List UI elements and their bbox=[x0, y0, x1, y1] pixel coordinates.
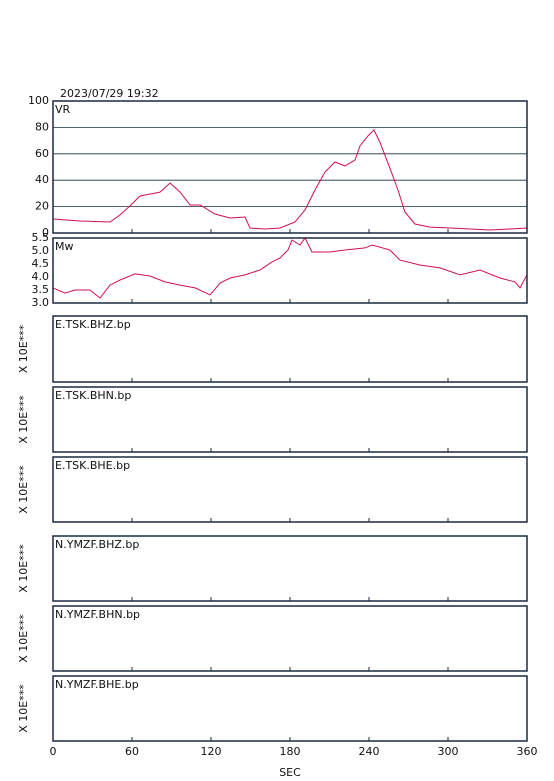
x-axis-label: SEC bbox=[279, 766, 301, 779]
panel-label: E.TSK.BHZ.bp bbox=[55, 318, 131, 331]
x-tick-label: 60 bbox=[125, 745, 139, 758]
y-tick-label: 5.0 bbox=[32, 244, 50, 257]
series-line bbox=[52, 129, 528, 231]
y-tick-label: 60 bbox=[35, 147, 49, 160]
panel-frame bbox=[52, 237, 528, 304]
x-tick-label: 300 bbox=[438, 745, 459, 758]
series-line bbox=[52, 237, 528, 299]
y-tick-label: 4.5 bbox=[32, 257, 50, 270]
panel-label: VR bbox=[55, 103, 71, 116]
y-tick-label: 0 bbox=[42, 226, 49, 239]
y-tick-label: 100 bbox=[28, 94, 49, 107]
y-tick-label: 40 bbox=[35, 173, 49, 186]
y-axis-label: X 10E*** bbox=[17, 324, 30, 373]
x-tick-label: 360 bbox=[517, 745, 538, 758]
x-tick-label: 240 bbox=[359, 745, 380, 758]
y-axis-label: X 10E*** bbox=[17, 395, 30, 444]
x-tick-label: 0 bbox=[50, 745, 57, 758]
y-axis-label: X 10E*** bbox=[17, 614, 30, 663]
panel-label: N.YMZF.BHZ.bp bbox=[55, 538, 139, 551]
y-tick-label: 5.5 bbox=[32, 231, 50, 244]
panel-label: E.TSK.BHN.bp bbox=[55, 389, 131, 402]
panel-label: N.YMZF.BHE.bp bbox=[55, 678, 139, 691]
panel-label: Mw bbox=[55, 240, 74, 253]
panel-label: E.TSK.BHE.bp bbox=[55, 459, 130, 472]
chart-title: 2023/07/29 19:32 bbox=[60, 87, 159, 100]
panel-label: N.YMZF.BHN.bp bbox=[55, 608, 140, 621]
y-axis-label: X 10E*** bbox=[17, 684, 30, 733]
y-tick-label: 20 bbox=[35, 200, 49, 213]
x-tick-label: 180 bbox=[280, 745, 301, 758]
y-tick-label: 80 bbox=[35, 120, 49, 133]
y-axis-label: X 10E*** bbox=[17, 544, 30, 593]
y-tick-label: 4.0 bbox=[32, 270, 50, 283]
x-tick-label: 120 bbox=[201, 745, 222, 758]
y-axis-label: X 10E*** bbox=[17, 465, 30, 514]
panel-frame bbox=[52, 100, 528, 234]
y-tick-label: 3.0 bbox=[32, 296, 50, 309]
y-tick-label: 3.5 bbox=[32, 283, 50, 296]
